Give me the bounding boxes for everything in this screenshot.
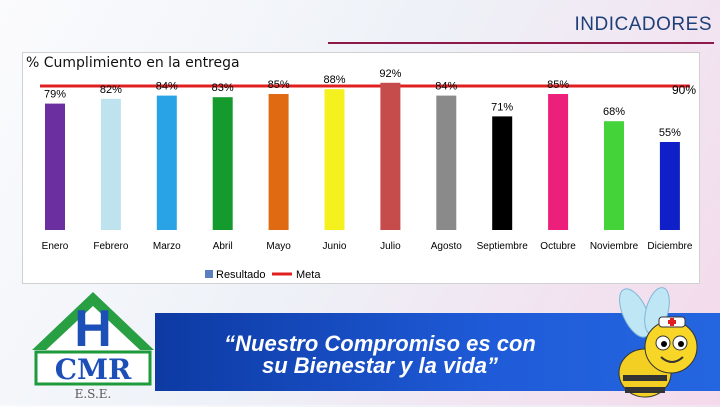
- bar-noviembre: [604, 121, 624, 230]
- hospital-logo: H CMR E.S.E.: [28, 288, 158, 402]
- bar-diciembre: [659, 142, 680, 230]
- data-label-agosto: 84%: [435, 81, 457, 93]
- x-tick-label: Marzo: [153, 241, 181, 252]
- logo-letters: CMR: [55, 353, 132, 386]
- bar-chart: 90% 79% Enero 82% Febrero 84% Marzo 83% Abril 85%…: [40, 68, 696, 281]
- x-tick-label: Junio: [323, 241, 347, 252]
- bar-marzo: [156, 95, 177, 230]
- x-tick-label: Mayo: [266, 241, 291, 252]
- bar-junio: [324, 89, 345, 230]
- x-tick-label: Febrero: [93, 241, 128, 252]
- data-label-marzo: 84%: [156, 81, 178, 93]
- data-label-septiembre: 71%: [491, 101, 513, 113]
- slogan-banner: “Nuestro Compromiso es con su Bienestar …: [0, 283, 720, 405]
- logo-emblem: H CMR E.S.E.: [32, 292, 154, 401]
- x-tick-label: Septiembre: [477, 241, 529, 252]
- legend-label-resultado: Resultado: [216, 269, 266, 281]
- bar-octubre: [548, 94, 569, 230]
- chart-title: % Cumplimiento en la entrega: [26, 55, 240, 71]
- data-label-mayo: 85%: [268, 79, 290, 91]
- page-title: INDICADORES: [574, 14, 712, 35]
- data-label-febrero: 82%: [100, 84, 122, 96]
- data-label-noviembre: 68%: [603, 106, 625, 118]
- logo-subtitle: E.S.E.: [75, 387, 112, 401]
- slogan-line-2: su Bienestar y la vida”: [262, 353, 498, 378]
- bar-septiembre: [492, 116, 513, 230]
- data-label-junio: 88%: [323, 74, 345, 86]
- x-tick-label: Abril: [213, 241, 233, 252]
- x-tick-label: Julio: [380, 241, 401, 252]
- data-label-julio: 92%: [379, 68, 401, 80]
- bar-febrero: [100, 98, 121, 230]
- bar-mayo: [268, 94, 289, 230]
- bar-abril: [212, 97, 233, 230]
- bar-agosto: [436, 95, 457, 230]
- x-tick-label: Noviembre: [590, 241, 639, 252]
- title-underline: [328, 42, 714, 44]
- data-label-abril: 83%: [212, 82, 234, 94]
- legend-swatch-resultado: [205, 270, 213, 278]
- bar-enero: [45, 103, 65, 230]
- bar-julio: [380, 82, 401, 230]
- bee-mascot-icon: [618, 287, 698, 398]
- meta-value-label: 90%: [672, 83, 696, 97]
- chart-panel: [22, 52, 700, 284]
- data-label-octubre: 85%: [547, 79, 569, 91]
- slogan-text: “Nuestro Compromiso es con su Bienestar …: [200, 333, 560, 377]
- logo-big-letter: H: [74, 300, 112, 358]
- slogan-line-1: “Nuestro Compromiso es con: [224, 331, 536, 356]
- data-label-enero: 79%: [44, 89, 66, 101]
- x-tick-label: Enero: [42, 241, 69, 252]
- x-tick-label: Diciembre: [647, 241, 692, 252]
- x-tick-label: Octubre: [540, 241, 576, 252]
- x-tick-label: Agosto: [431, 241, 463, 252]
- header: INDICADORES: [0, 0, 720, 46]
- data-label-diciembre: 55%: [659, 127, 681, 139]
- legend-label-meta: Meta: [296, 269, 321, 281]
